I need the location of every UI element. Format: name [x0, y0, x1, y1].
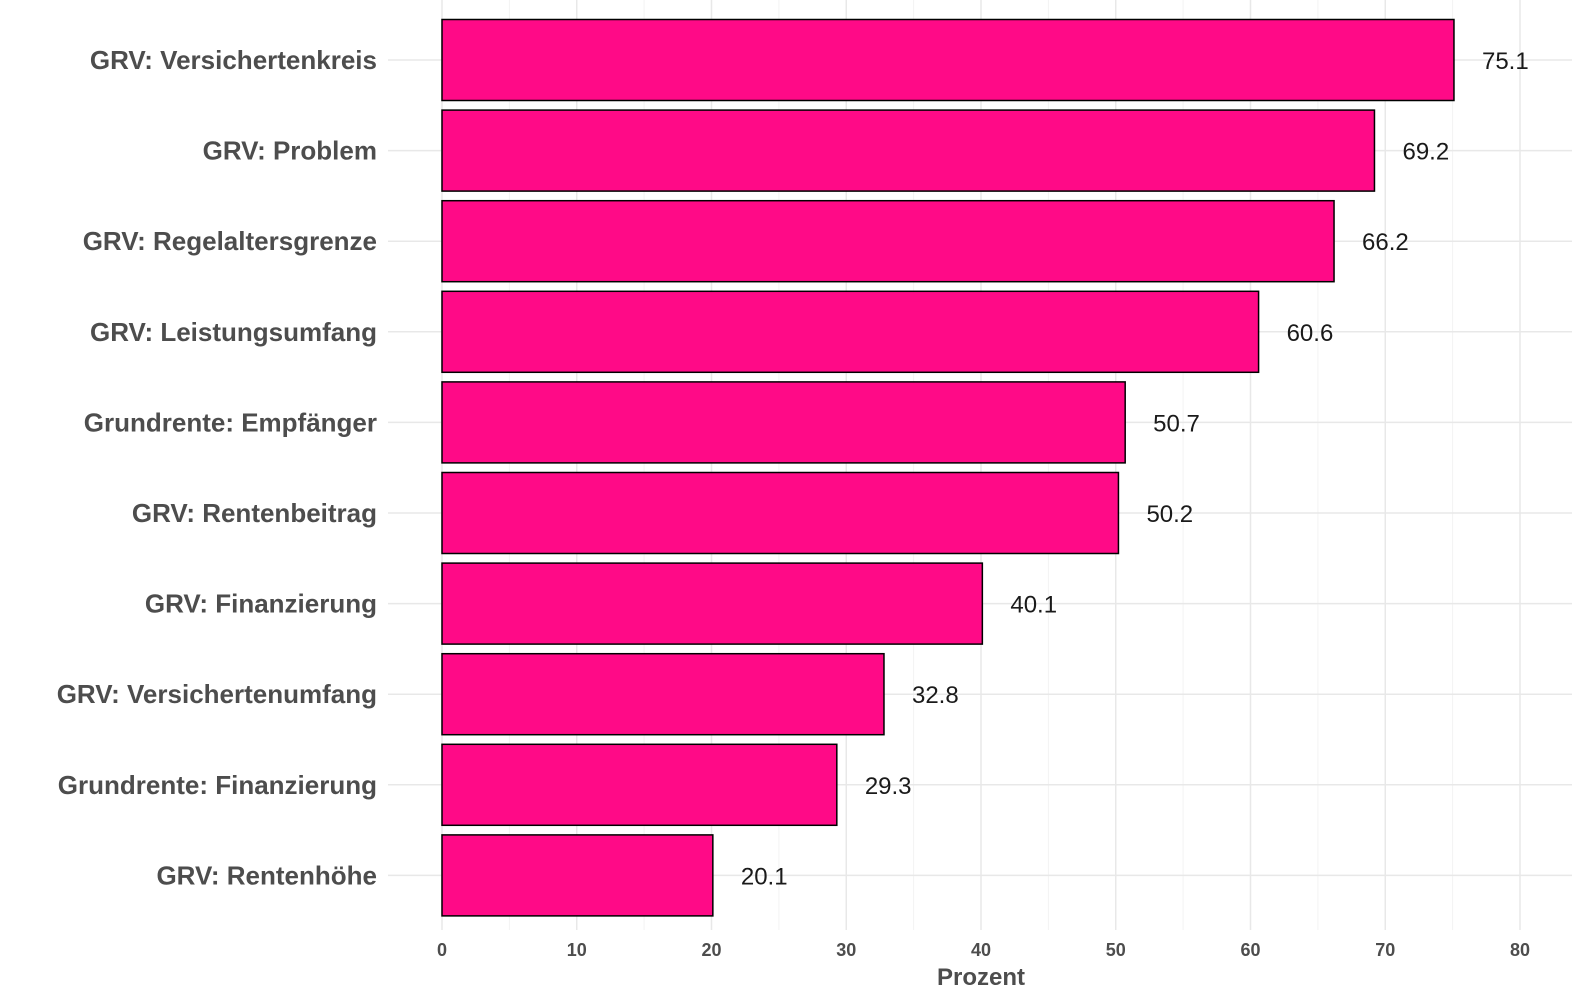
x-tick-label: 50 [1106, 940, 1126, 960]
category-label: GRV: Leistungsumfang [90, 317, 377, 347]
bar [441, 562, 984, 645]
bar [441, 834, 714, 917]
category-label: Grundrente: Empfänger [84, 407, 377, 437]
category-labels: GRV: Versichertenkreis GRV: Problem GRV: R… [57, 45, 377, 890]
x-tick-label: 40 [971, 940, 991, 960]
bar [441, 652, 885, 736]
category-label: GRV: Regelaltersgrenze [83, 226, 377, 256]
value-label: 60.6 [1287, 320, 1334, 347]
bar [441, 381, 1126, 464]
x-tick-label: 10 [567, 940, 587, 960]
value-label: 50.2 [1146, 501, 1193, 528]
value-label: 75.1 [1482, 48, 1529, 75]
value-label: 66.2 [1362, 229, 1409, 256]
category-label: GRV: Rentenhöhe [156, 860, 377, 890]
x-tick-label: 70 [1375, 940, 1395, 960]
value-label: 32.8 [912, 682, 959, 709]
x-tick-label: 0 [437, 940, 447, 960]
x-tick-label: 80 [1510, 940, 1530, 960]
category-label: GRV: Rentenbeitrag [132, 498, 377, 528]
bar [441, 471, 1120, 555]
value-label: 29.3 [865, 773, 912, 800]
bar [441, 290, 1260, 374]
category-label: GRV: Versichertenkreis [90, 45, 377, 75]
value-label: 69.2 [1402, 139, 1449, 166]
category-label: Grundrente: Finanzierung [58, 770, 377, 800]
x-tick-label: 30 [836, 940, 856, 960]
value-label: 50.7 [1153, 410, 1200, 437]
category-label: GRV: Versichertenumfang [57, 679, 377, 709]
x-axis-ticks: 0 10 20 30 40 50 60 70 80 [437, 940, 1530, 960]
bars [441, 18, 1455, 917]
value-labels: 75.1 69.2 66.2 60.6 50.7 50.2 40.1 32.8 29.3 20.1 [741, 48, 1529, 890]
value-label: 40.1 [1010, 592, 1057, 619]
category-label: GRV: Problem [203, 136, 377, 166]
x-tick-label: 60 [1240, 940, 1260, 960]
x-tick-label: 20 [701, 940, 721, 960]
value-label: 20.1 [741, 863, 788, 890]
bar [441, 743, 838, 827]
x-axis-title: Prozent [937, 964, 1025, 991]
bar [441, 18, 1455, 102]
bar [441, 109, 1376, 192]
bar [441, 199, 1335, 283]
category-label: GRV: Finanzierung [145, 589, 377, 619]
